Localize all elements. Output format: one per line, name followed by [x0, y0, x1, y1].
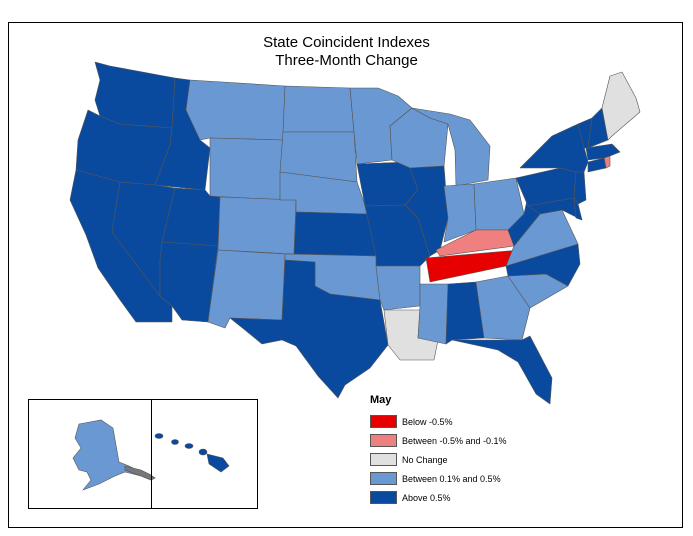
state-wy	[209, 137, 284, 201]
state-ar	[375, 265, 421, 311]
legend-item: Between 0.1% and 0.5%	[370, 469, 507, 488]
legend-label: No Change	[402, 454, 448, 465]
legend-item: Above 0.5%	[370, 488, 507, 507]
legend-item: No Change	[370, 450, 507, 469]
state-hi	[154, 433, 230, 473]
legend-label: Below -0.5%	[402, 416, 453, 427]
state-ct	[587, 157, 607, 173]
state-ms	[417, 283, 449, 345]
state-md	[527, 197, 583, 221]
legend-swatch	[370, 415, 397, 428]
legend-title: May	[370, 394, 392, 406]
state-me	[601, 71, 641, 141]
legend-item: Below -0.5%	[370, 412, 507, 431]
legend-swatch	[370, 472, 397, 485]
inset-divider	[151, 399, 152, 509]
legend-label: Above 0.5%	[402, 492, 451, 503]
state-ak-panhandle	[124, 465, 156, 481]
legend: May Below -0.5% Between -0.5% and -0.1% …	[370, 394, 507, 507]
state-tx	[229, 259, 389, 399]
state-al	[445, 281, 485, 345]
state-il	[404, 165, 449, 257]
state-co	[217, 196, 297, 255]
legend-item: Between -0.5% and -0.1%	[370, 431, 507, 450]
legend-swatch	[370, 453, 397, 466]
state-az	[159, 241, 219, 323]
title-line-1: State Coincident Indexes	[263, 34, 430, 51]
legend-swatch	[370, 491, 397, 504]
state-mt	[185, 79, 286, 141]
state-ks	[293, 211, 377, 257]
state-nj	[573, 171, 587, 205]
title-line-2: Three-Month Change	[275, 52, 418, 69]
legend-label: Between -0.5% and -0.1%	[402, 435, 507, 446]
map-title: State Coincident Indexes Three-Month Cha…	[0, 34, 693, 70]
legend-label: Between 0.1% and 0.5%	[402, 473, 501, 484]
state-ga	[475, 275, 531, 341]
state-wa	[94, 61, 176, 129]
inset-frame	[28, 399, 258, 509]
state-nm	[207, 249, 286, 329]
state-de	[573, 197, 583, 221]
state-ma	[585, 143, 621, 161]
state-fl	[451, 335, 553, 405]
state-ia	[356, 161, 419, 207]
state-ak	[72, 419, 156, 491]
state-in	[443, 183, 477, 243]
legend-swatch	[370, 434, 397, 447]
state-nd	[282, 85, 355, 133]
state-ny	[519, 123, 589, 173]
inset-map	[72, 419, 230, 491]
state-mi	[411, 107, 491, 187]
